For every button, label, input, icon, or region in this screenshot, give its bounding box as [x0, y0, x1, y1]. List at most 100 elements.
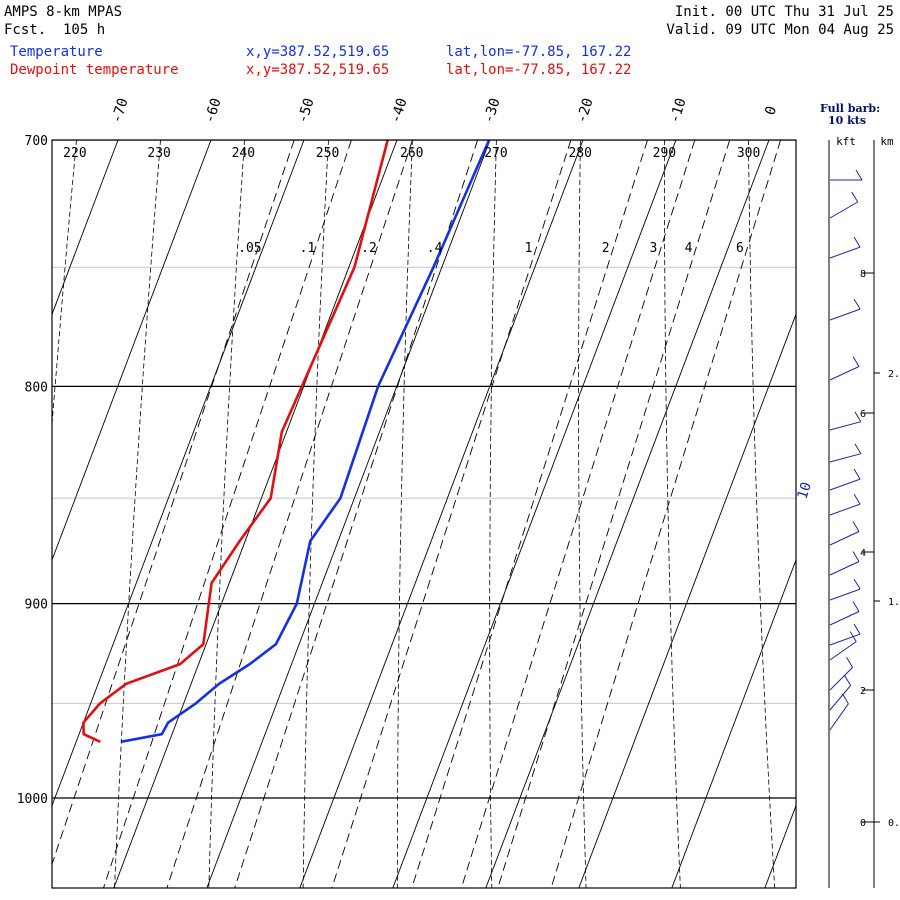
wind-barb-flag: [854, 443, 862, 454]
km-tick-label: 2.: [888, 369, 900, 380]
wind-barb: [829, 453, 862, 463]
wind-barb: [829, 685, 851, 711]
isotherm-line: [113, 140, 398, 888]
wind-barb: [829, 503, 861, 516]
dry-adiabat: [52, 140, 77, 430]
isotherm-line: [52, 140, 212, 562]
mixing-ratio-label: .4: [427, 241, 443, 256]
wind-barb-flag: [849, 631, 857, 642]
valid-time: Valid. 09 UTC Mon 04 Aug 25: [666, 22, 894, 38]
wind-barb-flag: [855, 169, 863, 181]
wind-barb: [829, 308, 861, 321]
isotherm-label: -20: [574, 96, 597, 125]
barb-note-line1: Full barb:: [820, 102, 881, 115]
isotherm-line: [206, 140, 491, 888]
pressure-tick-label: 800: [25, 380, 48, 395]
plot-area: [0, 140, 900, 888]
wind-barb: [829, 588, 861, 601]
isotherm-line: [299, 140, 584, 888]
isotherm-label: -40: [388, 96, 411, 125]
mixing-ratio-line: [331, 140, 572, 888]
legend-dewpoint-latlon: lat,lon=-77.85, 167.22: [446, 62, 632, 78]
mixing-ratio-label: .1: [300, 241, 316, 256]
wind-barb: [829, 633, 861, 646]
wind-barb-flag: [852, 521, 860, 532]
wind-barb-flag: [846, 657, 854, 668]
isotherm-label: -60: [202, 96, 225, 125]
mixing-ratio-line: [460, 140, 696, 888]
wind-barb: [829, 561, 860, 576]
pressure-tick-label: 1000: [17, 792, 48, 807]
isotherm-line: [858, 140, 900, 888]
dewpoint-profile: [82, 140, 389, 743]
isotherm-label: -30: [481, 96, 504, 125]
dry-adiabat-label: 230: [147, 146, 170, 161]
kft-tick-label: 0: [860, 818, 866, 829]
wind-barb-flag: [852, 601, 860, 612]
plot-frame: [51, 139, 797, 889]
wind-barb: [829, 366, 860, 381]
wind-barb: [829, 421, 862, 431]
wind-barb: [829, 667, 853, 691]
isotherm-line: [0, 140, 25, 888]
mixing-ratio-line: [103, 140, 352, 888]
legend-temperature-name: Temperature: [10, 44, 103, 60]
dry-adiabat-label: 280: [568, 146, 591, 161]
temperature-profile: [120, 140, 491, 744]
pressure-tick-label: 900: [25, 598, 48, 613]
mixing-ratio-line: [234, 140, 479, 888]
wind-barb-flag: [854, 411, 862, 422]
dry-adiabat: [302, 140, 329, 888]
dry-adiabat: [748, 140, 776, 888]
dry-adiabat: [664, 140, 681, 888]
wind-barb-flag: [853, 468, 861, 480]
dry-adiabat-label: 250: [316, 146, 339, 161]
isotherm-line: [578, 313, 796, 888]
dry-adiabat-label: 240: [232, 146, 255, 161]
barb-note-line2: 10 kts: [828, 114, 867, 127]
mixing-ratio-line: [411, 140, 648, 888]
wind-barb-flag: [853, 578, 861, 590]
kft-tick-label: 4: [860, 548, 866, 559]
wind-speed-label: 10: [795, 480, 815, 501]
isotherm-line: [485, 140, 770, 888]
isotherm-label: 0: [762, 104, 780, 117]
dry-adiabat-label: 270: [484, 146, 507, 161]
mixing-ratio-line: [52, 140, 295, 866]
pressure-tick-label: 700: [25, 134, 48, 149]
wind-barb-flag: [852, 551, 860, 562]
wind-barb-flag: [853, 623, 861, 635]
model-title: AMPS 8-km MPAS: [4, 4, 123, 20]
isotherm-line: [52, 140, 305, 807]
mixing-ratio-line: [166, 140, 413, 888]
kft-tick-label: 8: [860, 269, 866, 280]
wind-barb-flag: [853, 298, 861, 310]
isotherm-line: [671, 558, 796, 888]
mixing-ratio-label: 6: [736, 241, 744, 256]
mixing-ratio-label: 4: [685, 241, 693, 256]
wind-barb-flag: [851, 191, 859, 203]
wind-barb-flag: [841, 693, 849, 705]
wind-barb: [829, 478, 861, 491]
wind-barb-flag: [844, 675, 852, 686]
dry-adiabat: [114, 140, 161, 888]
wind-barb-flag: [853, 236, 861, 248]
dry-adiabat-label: 260: [400, 146, 423, 161]
dry-adiabat-label: 220: [63, 146, 86, 161]
mixing-ratio-label: 3: [649, 241, 657, 256]
legend-dewpoint-name: Dewpoint temperature: [10, 62, 179, 78]
dry-adiabat: [208, 140, 245, 888]
mixing-ratio-label: .05: [238, 241, 261, 256]
legend-temperature-latlon: lat,lon=-77.85, 167.22: [446, 44, 632, 60]
wind-barb: [829, 201, 858, 219]
km-tick-label: 0.: [888, 818, 900, 829]
mixing-ratio-line: [497, 140, 731, 888]
dry-adiabat-label: 300: [737, 146, 760, 161]
wind-barb: [829, 246, 861, 259]
dry-adiabat-label: 290: [653, 146, 676, 161]
legend-temperature-xy: x,y=387.52,519.65: [246, 44, 390, 60]
wind-barb-flag: [853, 493, 861, 505]
wind-barb: [829, 641, 857, 661]
mixing-ratio-line: [550, 140, 782, 888]
